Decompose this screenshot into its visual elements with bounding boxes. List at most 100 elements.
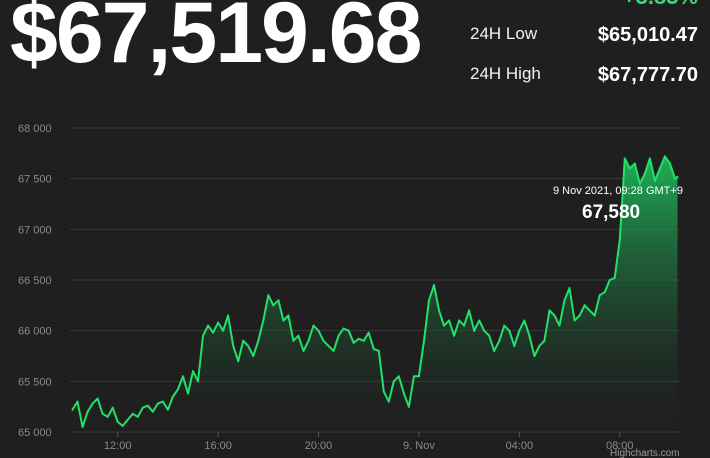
low-24h-label: 24H Low xyxy=(470,24,538,43)
data-point xyxy=(468,309,471,312)
data-point xyxy=(608,279,611,281)
data-point xyxy=(287,314,290,317)
data-point xyxy=(669,162,671,165)
data-point xyxy=(277,299,280,302)
price-line[interactable] xyxy=(71,155,679,428)
data-point xyxy=(593,314,596,317)
data-point xyxy=(543,339,546,342)
data-point xyxy=(192,370,194,373)
current-price: $67,519.68 xyxy=(10,0,422,81)
data-point xyxy=(317,329,320,332)
data-point xyxy=(101,412,104,415)
x-tick-label: 08:00 xyxy=(606,440,634,452)
data-point xyxy=(407,405,410,408)
data-point xyxy=(392,380,395,383)
data-point xyxy=(503,324,506,327)
data-point xyxy=(372,347,375,350)
data-point xyxy=(674,177,676,180)
data-point xyxy=(498,339,501,342)
data-point xyxy=(633,162,636,165)
y-tick-label: 65 500 xyxy=(18,376,52,388)
data-point xyxy=(171,395,174,398)
data-point xyxy=(583,304,586,307)
data-point xyxy=(227,314,230,317)
data-points xyxy=(71,155,679,428)
data-point xyxy=(202,334,204,337)
data-point xyxy=(332,349,335,352)
data-point xyxy=(578,314,581,317)
data-point xyxy=(262,319,265,322)
data-point xyxy=(648,157,651,160)
data-point xyxy=(387,400,390,403)
x-tick-label: 12:00 xyxy=(104,440,132,452)
data-point xyxy=(663,155,666,158)
data-point xyxy=(613,277,616,279)
data-point xyxy=(568,287,571,290)
tooltip: 9 Nov 2021, 09:28 GMT+9 67,580 xyxy=(553,185,683,223)
low-24h-value: $65,010.47 xyxy=(597,24,698,46)
data-point xyxy=(538,344,541,347)
data-point xyxy=(362,339,365,342)
high-24h-value: $67,777.70 xyxy=(597,64,698,86)
data-point xyxy=(533,355,536,357)
data-point xyxy=(473,329,476,332)
data-point xyxy=(563,299,566,302)
tooltip-date: 9 Nov 2021, 09:28 GMT+9 xyxy=(553,185,683,197)
x-axis-labels: 12:00 16:00 20:00 9. Nov 04:00 08:00 xyxy=(104,432,634,452)
y-tick-label: 65 000 xyxy=(18,427,52,439)
data-point xyxy=(653,179,656,182)
data-point xyxy=(91,402,94,405)
data-point xyxy=(367,331,370,334)
data-point xyxy=(232,344,235,347)
data-point xyxy=(131,412,134,415)
data-point xyxy=(628,167,631,170)
tooltip-value: 67,580 xyxy=(582,202,640,223)
data-point xyxy=(558,324,561,327)
data-point xyxy=(222,329,225,332)
data-point xyxy=(151,410,154,413)
data-point xyxy=(342,327,345,330)
data-point xyxy=(588,309,591,312)
y-tick-label: 67 000 xyxy=(18,224,52,236)
data-point xyxy=(76,400,79,403)
data-point xyxy=(136,415,139,418)
data-point xyxy=(267,294,270,297)
data-point xyxy=(247,344,250,347)
data-point xyxy=(86,410,89,413)
data-point xyxy=(337,334,340,337)
data-point xyxy=(603,291,606,294)
data-point xyxy=(116,420,119,423)
data-point xyxy=(322,339,325,342)
x-tick-label: 16:00 xyxy=(204,440,232,452)
data-point xyxy=(402,392,405,395)
data-point xyxy=(141,406,144,409)
y-tick-label: 66 000 xyxy=(18,326,52,338)
data-point xyxy=(458,319,461,322)
data-point xyxy=(443,324,445,327)
data-point xyxy=(111,406,114,409)
price-area-fill xyxy=(72,156,678,432)
highcharts-credits[interactable]: Highcharts.com xyxy=(610,448,679,458)
data-point xyxy=(428,299,430,302)
data-point xyxy=(483,329,486,332)
data-point xyxy=(357,337,360,340)
data-point xyxy=(257,339,260,342)
data-point xyxy=(513,344,516,347)
data-point xyxy=(523,319,526,322)
data-point xyxy=(307,339,310,342)
data-point xyxy=(397,375,400,378)
data-point xyxy=(598,294,601,297)
data-point xyxy=(156,402,159,405)
data-point xyxy=(638,182,641,185)
data-point xyxy=(518,329,521,332)
data-point xyxy=(352,341,355,344)
data-point xyxy=(252,355,255,357)
data-point xyxy=(217,321,220,324)
data-point xyxy=(292,339,295,342)
data-point xyxy=(187,392,189,395)
data-point xyxy=(161,400,164,403)
data-point xyxy=(166,408,169,411)
data-point xyxy=(121,424,124,427)
data-point xyxy=(508,329,511,332)
